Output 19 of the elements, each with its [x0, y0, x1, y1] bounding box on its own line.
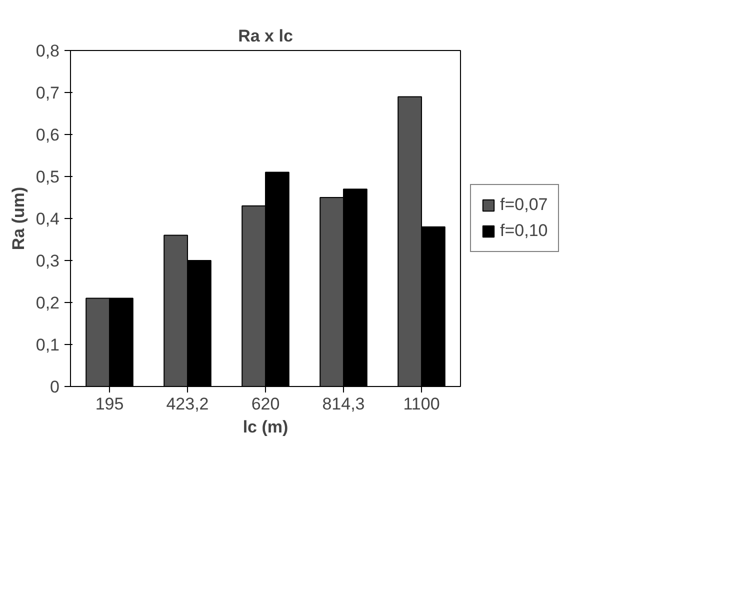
x-tick-label: 195 [95, 394, 124, 414]
y-tick-label: 0,1 [36, 336, 60, 354]
legend-label: f=0,07 [500, 195, 548, 215]
y-tick-label: 0,6 [36, 126, 60, 144]
legend-label: f=0,10 [500, 221, 548, 241]
y-tick-label: 0 [50, 378, 60, 396]
y-tick-label: 0,8 [36, 42, 60, 60]
x-tick-label: 1100 [403, 394, 440, 414]
x-tick-label: 620 [251, 394, 280, 414]
x-tick-label: 814,3 [322, 394, 365, 414]
x-axis-title: lc (m) [242, 418, 288, 436]
y-axis-title: Ra (um) [8, 186, 28, 250]
x-tick-label: 423,2 [166, 394, 209, 414]
y-tick-label: 0,7 [36, 84, 60, 102]
y-tick-label: 0,3 [36, 252, 60, 270]
y-tick-label: 0,2 [36, 294, 60, 312]
y-tick-label: 0,4 [36, 210, 60, 228]
chart-title: Ra x lc [238, 26, 293, 46]
y-tick-label: 0,5 [36, 168, 60, 186]
